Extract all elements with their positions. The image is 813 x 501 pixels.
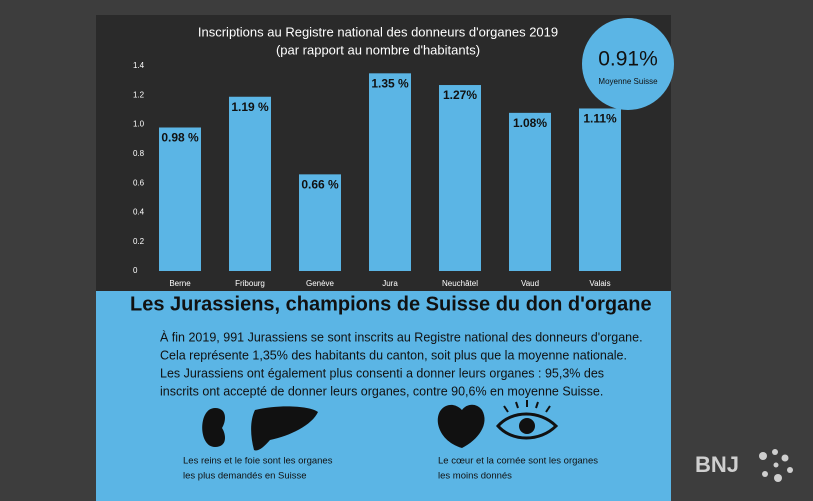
y-tick-label: 1.2 — [133, 90, 145, 99]
value-label: 1.27% — [443, 88, 477, 102]
y-tick-label: 0.8 — [133, 149, 145, 158]
x-tick-label: Neuchâtel — [442, 279, 478, 288]
chart-subtitle: (par rapport au nombre d'habitants) — [276, 42, 480, 57]
average-label: Moyenne Suisse — [598, 77, 658, 86]
paragraph-line: Les Jurassiens ont également plus consen… — [160, 366, 604, 380]
value-label: 1.35 % — [371, 76, 409, 90]
bar — [159, 127, 201, 271]
chart-title: Inscriptions au Registre national des do… — [198, 24, 558, 39]
x-tick-label: Genève — [306, 279, 335, 288]
average-badge — [582, 18, 674, 110]
logo: BNJ — [695, 452, 739, 477]
x-tick-label: Fribourg — [235, 279, 265, 288]
x-tick-label: Vaud — [521, 279, 539, 288]
article-panel — [96, 291, 671, 501]
eye-icon — [496, 400, 559, 440]
y-tick-label: 1.4 — [133, 61, 145, 70]
y-tick-label: 1.0 — [133, 120, 145, 129]
value-label: 0.66 % — [301, 178, 339, 192]
value-label: 1.11% — [583, 112, 617, 126]
value-label: 0.98 % — [161, 131, 199, 145]
caption-line: les plus demandés en Suisse — [183, 471, 307, 482]
kidney-icon — [202, 408, 226, 447]
article-heading: Les Jurassiens, champions de Suisse du d… — [130, 293, 652, 315]
y-tick-label: 0.4 — [133, 208, 145, 217]
bar — [439, 85, 481, 272]
liver-icon — [251, 406, 318, 451]
bar — [509, 112, 551, 271]
logo-dots — [759, 449, 793, 482]
caption-line: Les reins et le foie sont les organes — [183, 456, 333, 467]
bar — [369, 73, 411, 271]
y-tick-label: 0 — [133, 266, 138, 275]
paragraph-line: Cela représente 1,35% des habitants du c… — [160, 348, 627, 362]
y-tick-label: 0.2 — [133, 237, 145, 246]
paragraph-line: À fin 2019, 991 Jurassiens se sont inscr… — [160, 329, 643, 344]
bar — [579, 108, 621, 271]
y-tick-label: 0.6 — [133, 178, 145, 187]
bar — [229, 96, 271, 271]
paragraph-line: inscrits ont accepté de donner leurs org… — [160, 384, 603, 398]
x-tick-label: Valais — [589, 279, 610, 288]
value-label: 1.08% — [513, 116, 547, 130]
x-tick-label: Berne — [169, 279, 191, 288]
caption-line: les moins donnés — [438, 471, 512, 482]
x-tick-label: Jura — [382, 279, 398, 288]
caption-line: Le cœur et la cornée sont les organes — [438, 456, 598, 467]
value-label: 1.19 % — [231, 100, 269, 114]
bar — [299, 174, 341, 271]
average-value: 0.91% — [598, 48, 658, 71]
heart-icon — [437, 404, 485, 448]
